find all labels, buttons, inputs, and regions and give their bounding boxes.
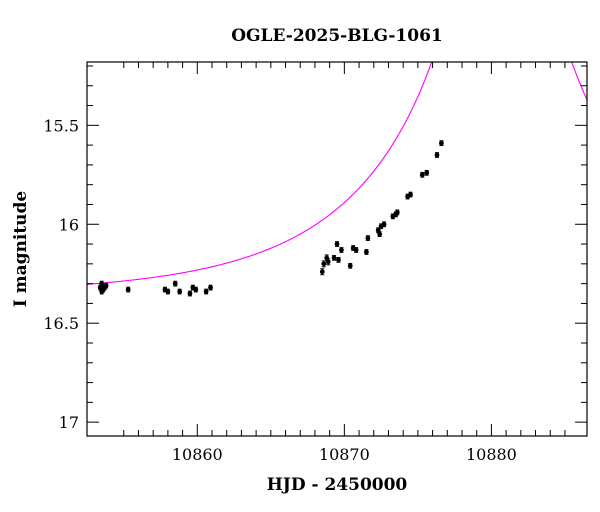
data-point xyxy=(424,169,430,176)
data-point xyxy=(434,152,440,158)
x-tick-label: 10870 xyxy=(319,445,370,464)
data-points-layer xyxy=(97,140,444,297)
data-point xyxy=(364,249,369,255)
x-axis-label: HJD - 2450000 xyxy=(267,475,408,495)
data-point xyxy=(381,221,387,228)
model-curve xyxy=(87,62,587,285)
y-tick-label: 16 xyxy=(59,215,79,234)
data-point xyxy=(408,191,413,198)
x-tick-label: 10880 xyxy=(466,445,517,464)
data-point xyxy=(365,235,371,241)
data-point xyxy=(193,286,199,293)
data-point xyxy=(377,231,383,238)
x-tick-label: 10860 xyxy=(172,445,223,464)
data-point xyxy=(353,247,359,253)
data-point xyxy=(325,258,331,266)
data-point xyxy=(187,290,193,297)
axis-ticks-layer: 10860 10870 10880 15.5 16 16.5 17 xyxy=(43,62,587,464)
data-point xyxy=(334,241,340,247)
data-point xyxy=(165,288,171,295)
data-point xyxy=(319,268,325,276)
data-point xyxy=(347,262,353,269)
data-point xyxy=(331,255,337,261)
y-axis-label: I magnitude xyxy=(11,191,31,308)
data-point xyxy=(321,260,327,268)
data-point xyxy=(125,286,131,293)
data-point xyxy=(177,288,183,295)
data-point xyxy=(172,280,178,287)
chart-title: OGLE-2025-BLG-1061 xyxy=(231,26,443,46)
data-point xyxy=(203,288,209,295)
data-point xyxy=(419,171,425,178)
data-point xyxy=(208,284,213,291)
plot-frame xyxy=(86,61,588,437)
model-curve-layer xyxy=(87,62,587,285)
data-point xyxy=(336,257,341,263)
data-point xyxy=(103,282,109,289)
data-point xyxy=(339,247,344,253)
data-point xyxy=(394,209,400,216)
data-point xyxy=(439,140,444,147)
y-tick-label: 15.5 xyxy=(43,116,79,135)
y-tick-label: 17 xyxy=(59,413,79,432)
y-tick-label: 16.5 xyxy=(43,314,79,333)
